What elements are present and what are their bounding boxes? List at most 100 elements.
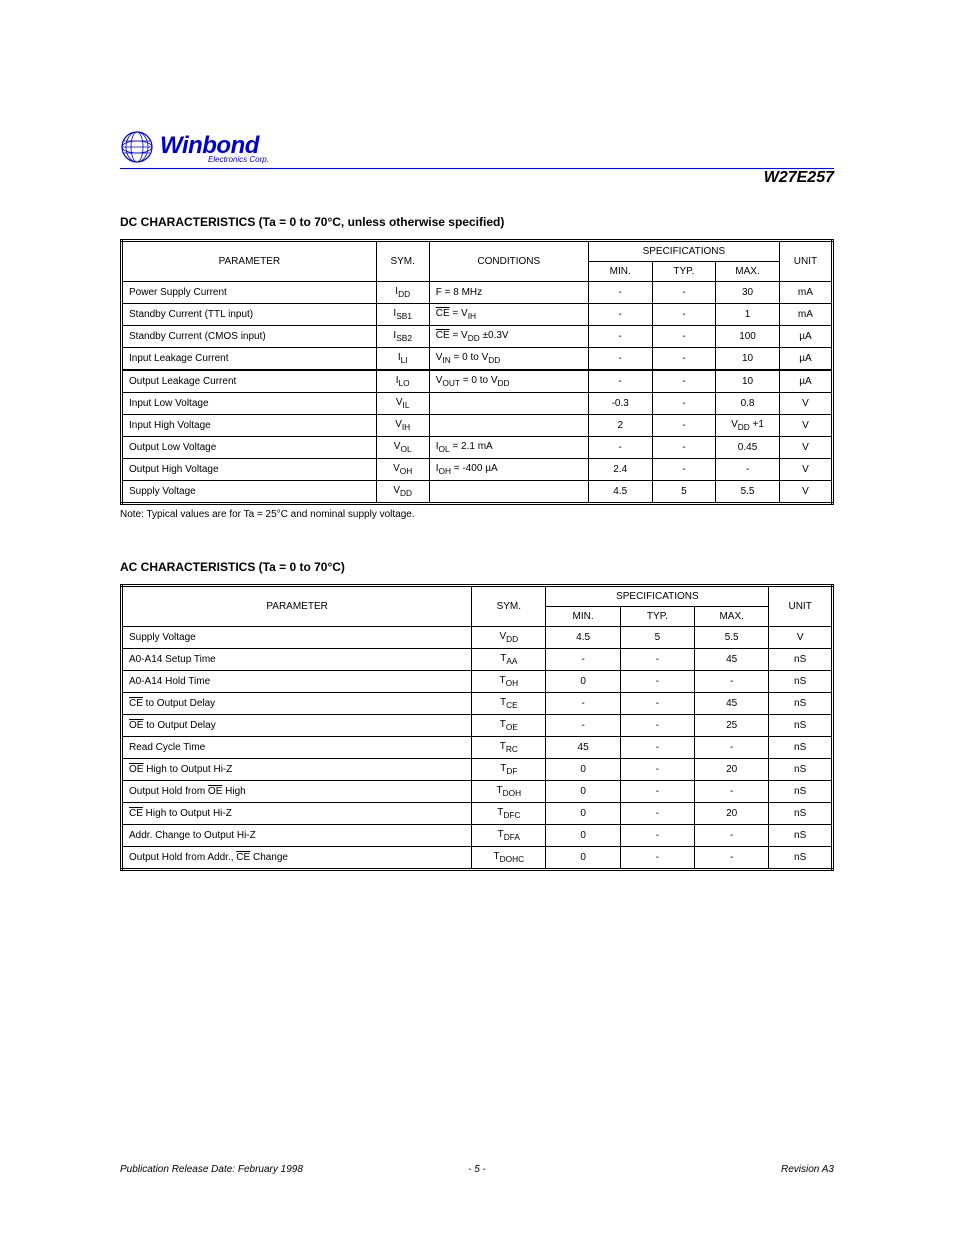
cell-min: 0 — [546, 781, 620, 803]
cell-unit: nS — [769, 671, 833, 693]
cell-sym: TDOHC — [472, 847, 546, 870]
cell-sym: VDD — [472, 627, 546, 649]
cell-min: - — [588, 304, 652, 326]
cell-param: A0-A14 Hold Time — [122, 671, 472, 693]
cell-param: CE to Output Delay — [122, 693, 472, 715]
cell-max: 0.45 — [716, 437, 780, 459]
cell-max: - — [695, 737, 769, 759]
cell-typ: - — [620, 671, 694, 693]
cell-typ: - — [652, 459, 716, 481]
cell-typ: - — [620, 715, 694, 737]
cell-unit: nS — [769, 825, 833, 847]
cell-unit: nS — [769, 759, 833, 781]
cell-max: VDD +1 — [716, 415, 780, 437]
ac-tbody: Supply VoltageVDD4.555.5VA0-A14 Setup Ti… — [122, 627, 833, 870]
cell-cond: CE = VIH — [429, 304, 588, 326]
cell-max: 30 — [716, 282, 780, 304]
cell-min: - — [588, 370, 652, 393]
cell-max: 5.5 — [695, 627, 769, 649]
cell-max: 25 — [695, 715, 769, 737]
globe-icon — [120, 130, 154, 164]
cell-sym: TRC — [472, 737, 546, 759]
cell-max: 45 — [695, 649, 769, 671]
dc-title: DC CHARACTERISTICS (Ta = 0 to 70°C, unle… — [120, 215, 834, 229]
cell-param: A0-A14 Setup Time — [122, 649, 472, 671]
cell-cond: VIN = 0 to VDD — [429, 348, 588, 371]
cell-cond: F = 8 MHz — [429, 282, 588, 304]
cell-max: 45 — [695, 693, 769, 715]
cell-unit: V — [779, 393, 832, 415]
cell-param: OE to Output Delay — [122, 715, 472, 737]
cell-min: 0 — [546, 803, 620, 825]
cell-param: Output Leakage Current — [122, 370, 377, 393]
cell-param: CE High to Output Hi-Z — [122, 803, 472, 825]
th-typ: TYP. — [652, 262, 716, 282]
cell-unit: nS — [769, 693, 833, 715]
cell-sym: ILO — [376, 370, 429, 393]
cell-param: Supply Voltage — [122, 481, 377, 504]
cell-sym: VIL — [376, 393, 429, 415]
th-spec: SPECIFICATIONS — [546, 586, 769, 607]
cell-min: - — [588, 282, 652, 304]
table-row: Output Hold from Addr., CE ChangeTDOHC0-… — [122, 847, 833, 870]
cell-unit: nS — [769, 715, 833, 737]
brand-sub: Electronics Corp. — [208, 156, 269, 164]
cell-max: - — [695, 847, 769, 870]
cell-typ: - — [652, 326, 716, 348]
ac-title: AC CHARACTERISTICS (Ta = 0 to 70°C) — [120, 560, 834, 574]
table-row: Addr. Change to Output Hi-ZTDFA0--nS — [122, 825, 833, 847]
cell-cond: IOH = -400 µA — [429, 459, 588, 481]
cell-cond — [429, 481, 588, 504]
ac-section: AC CHARACTERISTICS (Ta = 0 to 70°C) PARA… — [120, 560, 834, 871]
table-row: Standby Current (CMOS input)ISB2CE = VDD… — [122, 326, 833, 348]
table-row: OE to Output DelayTOE--25nS — [122, 715, 833, 737]
ac-table: PARAMETER SYM. SPECIFICATIONS UNIT MIN. … — [120, 584, 834, 871]
cell-unit: nS — [769, 847, 833, 870]
cell-unit: nS — [769, 781, 833, 803]
table-row: Output Hold from OE HighTDOH0--nS — [122, 781, 833, 803]
cell-min: 0 — [546, 671, 620, 693]
th-unit: UNIT — [779, 241, 832, 282]
cell-max: - — [716, 459, 780, 481]
cell-sym: ILI — [376, 348, 429, 371]
cell-param: Read Cycle Time — [122, 737, 472, 759]
th-unit: UNIT — [769, 586, 833, 627]
cell-min: - — [588, 326, 652, 348]
cell-cond: IOL = 2.1 mA — [429, 437, 588, 459]
cell-sym: VIH — [376, 415, 429, 437]
cell-cond: VOUT = 0 to VDD — [429, 370, 588, 393]
cell-max: 0.8 — [716, 393, 780, 415]
table-row: A0-A14 Hold TimeTOH0--nS — [122, 671, 833, 693]
cell-sym: TOE — [472, 715, 546, 737]
cell-param: Input Low Voltage — [122, 393, 377, 415]
cell-unit: µA — [779, 370, 832, 393]
cell-typ: - — [652, 348, 716, 371]
cell-min: 45 — [546, 737, 620, 759]
cell-param: Output Low Voltage — [122, 437, 377, 459]
th-max: MAX. — [695, 607, 769, 627]
table-row: A0-A14 Setup TimeTAA--45nS — [122, 649, 833, 671]
th-max: MAX. — [716, 262, 780, 282]
cell-min: 0 — [546, 825, 620, 847]
cell-min: -0.3 — [588, 393, 652, 415]
cell-sym: VDD — [376, 481, 429, 504]
cell-typ: - — [620, 649, 694, 671]
table-row: Output Leakage CurrentILOVOUT = 0 to VDD… — [122, 370, 833, 393]
cell-param: OE High to Output Hi-Z — [122, 759, 472, 781]
cell-param: Addr. Change to Output Hi-Z — [122, 825, 472, 847]
th-param: PARAMETER — [122, 586, 472, 627]
cell-sym: TOH — [472, 671, 546, 693]
cell-sym: IDD — [376, 282, 429, 304]
cell-typ: - — [620, 847, 694, 870]
cell-min: 4.5 — [546, 627, 620, 649]
cell-min: 2 — [588, 415, 652, 437]
cell-unit: nS — [769, 649, 833, 671]
cell-cond — [429, 415, 588, 437]
cell-max: 20 — [695, 803, 769, 825]
table-row: CE High to Output Hi-ZTDFC0-20nS — [122, 803, 833, 825]
cell-sym: TDFC — [472, 803, 546, 825]
cell-param: Standby Current (TTL input) — [122, 304, 377, 326]
th-sym: SYM. — [472, 586, 546, 627]
cell-param: Input Leakage Current — [122, 348, 377, 371]
cell-unit: mA — [779, 304, 832, 326]
